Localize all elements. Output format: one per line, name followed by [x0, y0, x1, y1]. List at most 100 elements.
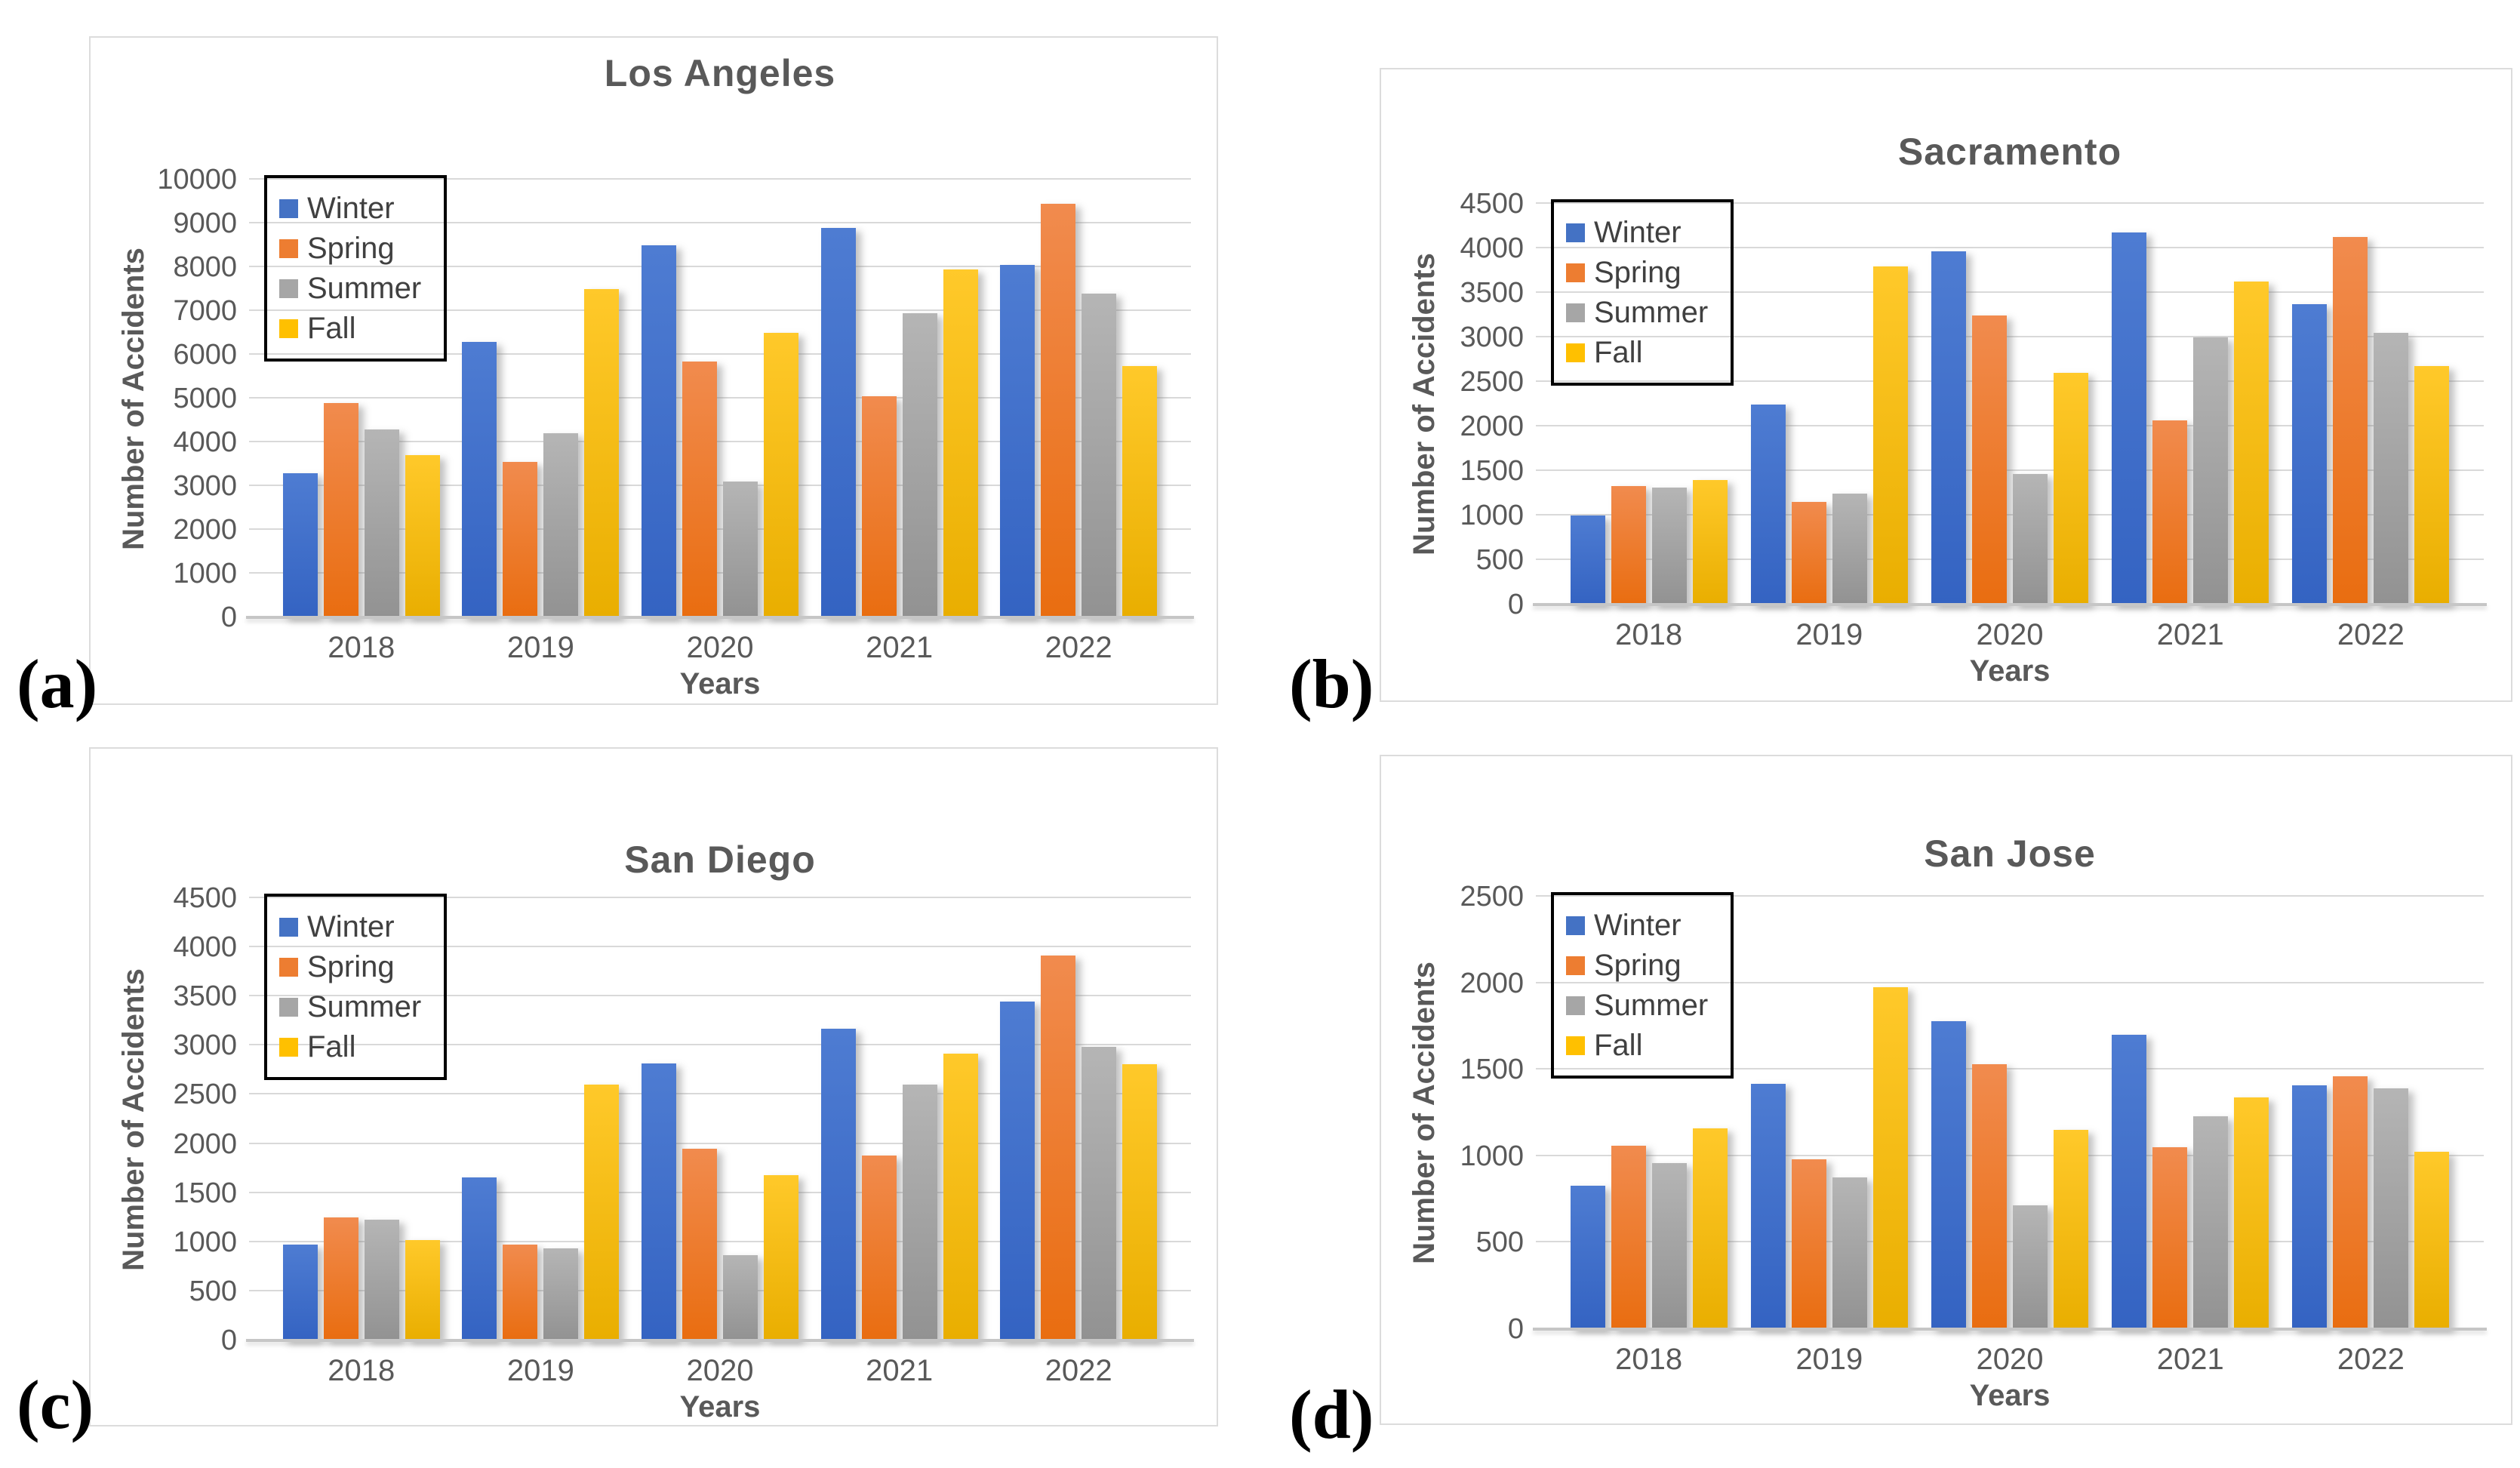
gridline-5000 [249, 397, 1191, 399]
gridline-2000 [249, 1142, 1191, 1144]
gridline-2000 [249, 528, 1191, 530]
gridline-2000 [1536, 425, 2484, 426]
y-tick-label: 9000 [173, 208, 237, 239]
bar-summer-2019 [543, 433, 579, 617]
x-axis-tick-labels: 2018 2019 2020 2021 2022 [249, 1354, 1191, 1388]
x-axis-title: Years [679, 667, 761, 700]
legend-item-summer: Summer [279, 989, 421, 1024]
gridline-3000 [1536, 336, 2484, 337]
legend-swatch-fall-icon [279, 319, 298, 338]
bar-winter-2020 [641, 245, 676, 617]
bar-winter-2019 [462, 1177, 497, 1340]
bar-summer-2021 [902, 312, 937, 617]
bar-winter-2022 [1000, 265, 1035, 617]
bar-group-2018 [272, 180, 451, 617]
legend: Winter Spring Summer Fall [264, 175, 448, 362]
x-tick-label-2019: 2019 [1795, 1343, 1863, 1376]
gridline-1500 [1536, 469, 2484, 471]
x-axis-title: Years [1969, 654, 2051, 688]
bar-fall-2021 [943, 1053, 978, 1340]
bar-spring-2021 [2152, 1147, 2188, 1329]
bar-group-2020 [1919, 204, 2100, 605]
legend-label: Winter [1594, 216, 1682, 249]
y-axis-tick-labels: 10000 9000 8000 7000 6000 5000 4000 3000 2000 100… [91, 165, 237, 632]
legend-item-spring: Spring [279, 949, 421, 984]
y-tick-label: 2500 [1460, 366, 1524, 398]
gridline-1500 [1536, 1068, 2484, 1070]
bar-spring-2018 [1611, 486, 1646, 605]
bar-group-2020 [1919, 897, 2100, 1329]
chart-title: San Jose [1924, 832, 2096, 875]
bar-spring-2021 [861, 1156, 897, 1340]
bar-groups [249, 898, 1191, 1340]
y-tick-label: 0 [220, 1325, 237, 1356]
x-axis-baseline [1533, 1328, 2487, 1331]
bar-group-2021 [810, 898, 989, 1340]
legend: Winter Spring Summer Fall [1551, 892, 1734, 1079]
bar-fall-2018 [1692, 479, 1728, 605]
x-tick-label-2021: 2021 [2156, 1343, 2224, 1376]
legend-item-winter: Winter [279, 191, 421, 226]
chart-panel-san-jose: San Jose Number of Accidents 2500 2000 150… [1380, 755, 2512, 1425]
bar-winter-2022 [2292, 304, 2328, 605]
bar-fall-2020 [763, 1175, 798, 1340]
gridline-3500 [1536, 291, 2484, 293]
bar-fall-2020 [2054, 1130, 2088, 1329]
x-tick-label-2019: 2019 [1795, 618, 1863, 651]
gridline-9000 [249, 222, 1191, 223]
panel-letter-c: (c) [17, 1366, 94, 1443]
y-tick-label: 6000 [173, 339, 237, 371]
gridline-4000 [249, 946, 1191, 948]
bar-summer-2020 [2013, 473, 2048, 605]
bar-fall-2020 [763, 333, 798, 617]
x-tick-label-2020: 2020 [686, 1354, 754, 1387]
gridline-2500 [1536, 895, 2484, 897]
x-tick-label-2018: 2018 [328, 631, 395, 664]
bar-spring-2018 [323, 1217, 358, 1340]
legend-label: Fall [1594, 336, 1643, 369]
legend-label: Summer [1594, 989, 1709, 1022]
y-tick-label: 0 [220, 602, 237, 633]
y-tick-label: 1000 [173, 558, 237, 589]
bar-spring-2021 [2152, 420, 2188, 605]
legend-label: Winter [307, 910, 395, 943]
bar-groups [1536, 897, 2484, 1329]
bar-group-2018 [272, 898, 451, 1340]
x-tick-label-2020: 2020 [1976, 618, 2044, 651]
gridline-1000 [1536, 1154, 2484, 1156]
panel-letter-a: (a) [17, 645, 98, 722]
bar-winter-2019 [462, 341, 497, 617]
y-tick-label: 1500 [173, 1177, 237, 1209]
bar-winter-2020 [1931, 1021, 1966, 1329]
x-axis-tick-labels: 2018 2019 2020 2021 2022 [1536, 618, 2484, 652]
legend-item-summer: Summer [1566, 988, 1708, 1023]
y-tick-label: 5000 [173, 383, 237, 414]
y-tick-label: 2000 [1460, 967, 1524, 999]
bar-spring-2018 [323, 402, 358, 617]
y-tick-label: 1000 [1460, 500, 1524, 531]
legend-label: Fall [1594, 1029, 1643, 1062]
gridline-3500 [249, 995, 1191, 997]
x-axis-baseline [246, 616, 1194, 619]
x-tick-label-2022: 2022 [1045, 631, 1112, 664]
gridline-1500 [249, 1191, 1191, 1193]
legend-swatch-spring-icon [1566, 956, 1585, 975]
bar-group-2018 [1558, 897, 1739, 1329]
bar-spring-2019 [1791, 1159, 1826, 1329]
y-axis-tick-labels: 4500 4000 3500 3000 2500 2000 1500 1000 500 0 [91, 884, 237, 1355]
legend-item-winter: Winter [1566, 908, 1708, 943]
bar-winter-2020 [1931, 251, 1966, 605]
bar-summer-2020 [722, 1254, 758, 1340]
bar-fall-2022 [2414, 1152, 2450, 1329]
bar-winter-2021 [2112, 232, 2147, 605]
bar-fall-2021 [2234, 1097, 2269, 1329]
bar-spring-2018 [1611, 1146, 1646, 1329]
gridline-500 [249, 1289, 1191, 1291]
x-tick-label-2022: 2022 [2337, 1343, 2405, 1376]
bar-fall-2018 [405, 1240, 440, 1340]
y-tick-label: 3500 [1460, 277, 1524, 309]
gridline-1000 [1536, 514, 2484, 515]
bar-fall-2020 [2054, 373, 2088, 605]
gridline-500 [1536, 559, 2484, 560]
